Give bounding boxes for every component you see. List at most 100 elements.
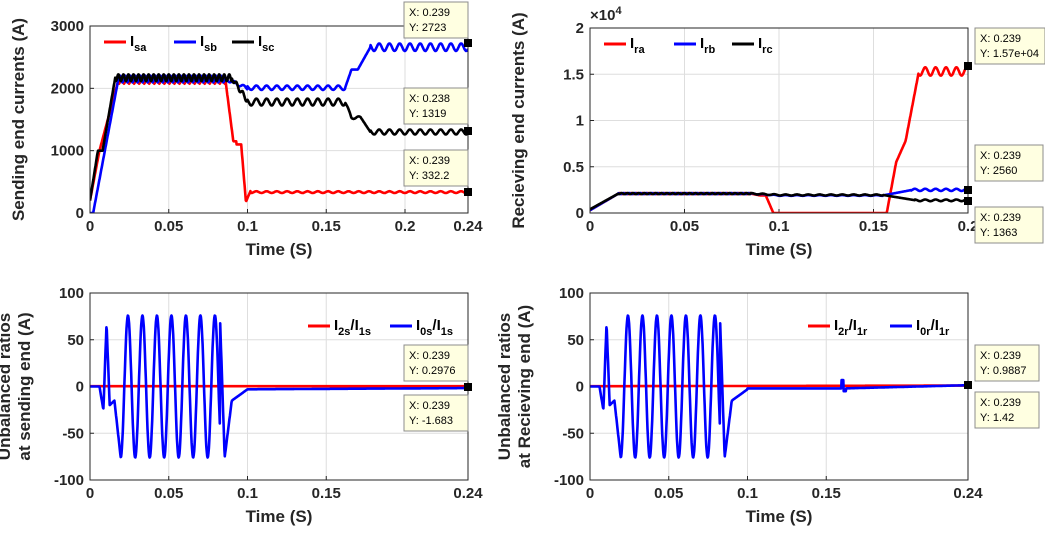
datatip-marker <box>964 381 972 389</box>
datatip-x: X: 0.239 <box>409 400 450 412</box>
y-tick-label: -50 <box>562 425 584 442</box>
series-line-2 <box>90 314 468 459</box>
datatip-marker <box>464 39 472 47</box>
subplot-p1: 0 0.05 0.1 0.15 0.2 0.24 0 1000 2000 3000 Time (S)… <box>9 18 483 259</box>
x-tick-label: 0.05 <box>654 485 683 502</box>
x-axis-label: Time (S) <box>246 507 313 526</box>
x-axis-label: Time (S) <box>746 507 813 526</box>
y-tick-label: 0 <box>576 205 584 222</box>
x-tick-label: 0.24 <box>453 218 483 235</box>
datatip-box <box>403 394 469 432</box>
legend-label-2: I0r/I1r <box>916 317 950 338</box>
y-axis-label-line1: Unbalanced ratios <box>495 313 514 460</box>
series-line-2 <box>90 42 468 213</box>
x-tick-label: 0.24 <box>953 485 983 502</box>
legend-label-2: Irb <box>700 35 715 56</box>
y-tick-label: -100 <box>554 472 584 489</box>
y-tick-label: 1 <box>576 113 584 130</box>
y-tick-label: 100 <box>559 285 584 302</box>
y-tick-label: 3000 <box>51 18 84 35</box>
x-tick-label: 0.15 <box>312 218 341 235</box>
legend-label-1: I2r/I1r <box>834 317 868 338</box>
x-tick-label: 0.15 <box>859 218 888 235</box>
series-line-3 <box>590 191 968 211</box>
exponent-label: ×104 <box>590 5 622 24</box>
datatip: X: 0.239 Y: 2723 <box>403 1 472 47</box>
x-tick-label: 0 <box>86 485 94 502</box>
datatip-y: Y: 1319 <box>409 108 446 120</box>
datatip-marker <box>464 383 472 391</box>
y-tick-label: 50 <box>67 332 84 349</box>
x-tick-label: 0.15 <box>312 485 341 502</box>
datatip-marker <box>964 186 972 194</box>
x-tick-label: 0.1 <box>769 218 790 235</box>
datatip-y: Y: 2723 <box>409 22 446 34</box>
y-tick-label: 50 <box>567 332 584 349</box>
x-tick-label: 0.1 <box>737 485 758 502</box>
datatip: X: 0.239 Y: 0.9887 <box>964 344 1040 389</box>
x-tick-label: 0.05 <box>154 485 183 502</box>
subplot-p4: 0 0.05 0.1 0.15 0.24 -100 -50 0 50 100 Time (S) Unb… <box>495 285 983 526</box>
y-tick-label: 2 <box>576 20 584 37</box>
datatip-marker <box>964 62 972 70</box>
legend: Isa Isb Isc <box>104 33 274 54</box>
datatip-box <box>403 149 469 187</box>
datatip-y: Y: -1.683 <box>409 415 453 427</box>
x-tick-label: 0.1 <box>237 218 258 235</box>
datatip: X: 0.239 Y: 1.57e+04 <box>964 27 1045 70</box>
axes-box <box>589 27 969 214</box>
legend-label-1: Isa <box>130 33 147 54</box>
x-tick-label: 0.15 <box>812 485 841 502</box>
series-line-2 <box>590 314 968 459</box>
x-axis-label: Time (S) <box>246 240 313 259</box>
x-tick-label: 0 <box>586 218 594 235</box>
datatip-box <box>403 344 469 382</box>
y-axis-label-line1: Unbalanced ratios <box>0 313 14 460</box>
datatip-box <box>974 391 1040 429</box>
y-axis-label: Recieving end currents (A) <box>509 12 528 228</box>
datatip: X: 0.239 Y: -1.683 <box>403 383 472 432</box>
datatip: X: 0.238 Y: 1319 <box>403 87 472 135</box>
datatip: X: 0.239 Y: 1.42 <box>964 381 1040 429</box>
x-tick-label: 0.1 <box>237 485 258 502</box>
datatip: X: 0.239 Y: 2560 <box>964 144 1044 194</box>
datatip: X: 0.239 Y: 1363 <box>964 197 1044 244</box>
y-axis-label-line2: at Recieving end (A) <box>515 305 534 468</box>
x-tick-label: 0.05 <box>154 218 183 235</box>
datatip-y: Y: 1363 <box>980 227 1017 239</box>
series-line-3 <box>90 73 468 201</box>
datatip-box <box>403 1 469 39</box>
legend-label-2: I0s/I1s <box>416 317 453 338</box>
legend: Ira Irb Irc <box>604 35 773 56</box>
y-tick-label: -100 <box>54 472 84 489</box>
y-tick-label: 0 <box>76 379 84 396</box>
datatip-box <box>974 144 1044 182</box>
datatip-x: X: 0.238 <box>409 93 450 105</box>
x-tick-label: 0.24 <box>453 485 483 502</box>
datatip-box <box>974 27 1045 65</box>
datatip-y: Y: 332.2 <box>409 170 449 182</box>
y-tick-label: -50 <box>62 425 84 442</box>
datatip-box <box>403 87 469 125</box>
datatip: X: 0.239 Y: 0.2976 <box>403 344 472 391</box>
subplot-p3: 0 0.05 0.1 0.15 0.24 -100 -50 0 50 100 Time (S) Unb… <box>0 285 483 526</box>
x-tick-label: 0 <box>86 218 94 235</box>
legend-label-3: Irc <box>758 35 773 56</box>
legend-label-3: Isc <box>258 33 274 54</box>
legend-label-1: I2s/I1s <box>334 317 371 338</box>
x-axis-label: Time (S) <box>746 240 813 259</box>
legend: I2s/I1s I0s/I1s <box>308 317 453 338</box>
datatip-marker <box>464 188 472 196</box>
datatip-x: X: 0.239 <box>980 150 1021 162</box>
datatip-x: X: 0.239 <box>409 350 450 362</box>
subplot-p2: 0 0.05 0.1 0.15 0.2 0 0.5 1 1.5 2 Time (S) Recievin… <box>509 5 978 259</box>
legend: I2r/I1r I0r/I1r <box>808 317 950 338</box>
legend-label-1: Ira <box>630 35 645 56</box>
datatip-box <box>974 344 1040 382</box>
datatip-x: X: 0.239 <box>409 155 450 167</box>
y-tick-label: 0.5 <box>563 159 584 176</box>
datatip-y: Y: 0.2976 <box>409 365 456 377</box>
datatip-x: X: 0.239 <box>980 350 1021 362</box>
datatip-x: X: 0.239 <box>980 397 1021 409</box>
